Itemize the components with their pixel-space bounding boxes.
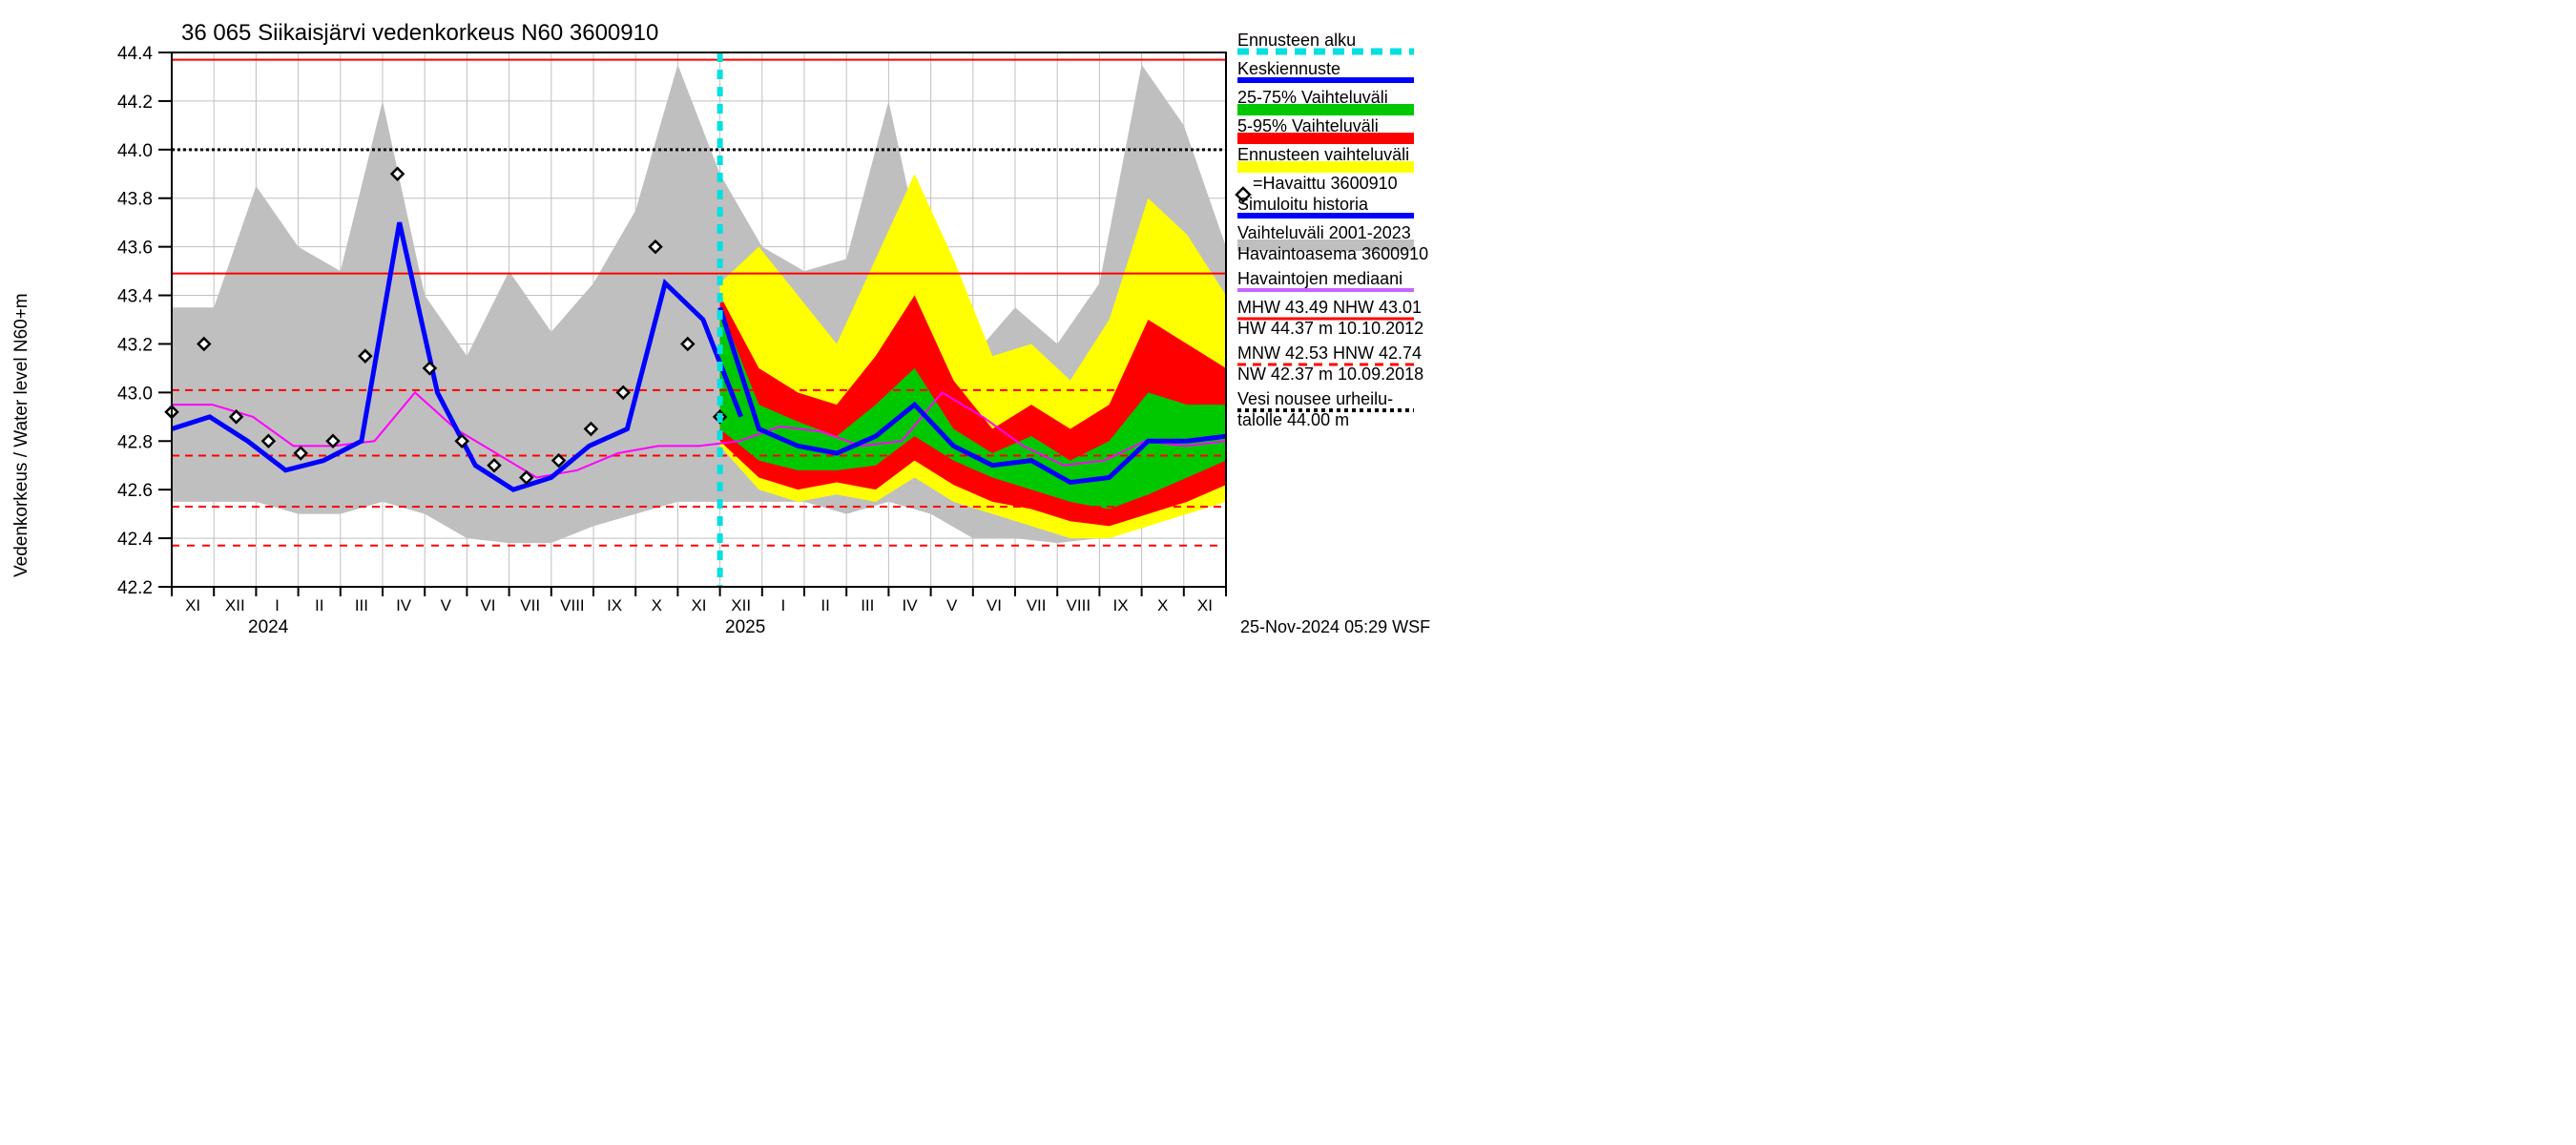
svg-text:X: X	[652, 596, 662, 614]
svg-text:XII: XII	[225, 596, 245, 614]
svg-text:XI: XI	[1197, 596, 1213, 614]
svg-text:VII: VII	[520, 596, 540, 614]
svg-text:42.6: 42.6	[117, 481, 153, 501]
svg-text:II: II	[821, 596, 829, 614]
svg-text:44.4: 44.4	[117, 44, 153, 64]
svg-text:III: III	[355, 596, 368, 614]
svg-text:talolle 44.00 m: talolle 44.00 m	[1237, 410, 1349, 429]
svg-text:MNW 42.53 HNW 42.74: MNW 42.53 HNW 42.74	[1237, 344, 1422, 363]
svg-text:I: I	[781, 596, 786, 614]
svg-text:XI: XI	[691, 596, 706, 614]
svg-text:Ennusteen alku: Ennusteen alku	[1237, 31, 1356, 50]
svg-text:NW 42.37 m 10.09.2018: NW 42.37 m 10.09.2018	[1237, 364, 1423, 384]
chart-svg: 42.2 42.4 42.6 42.8 43.0 43.2 43.4 43.6 43.8 44.0…	[0, 0, 1431, 635]
svg-text:X: X	[1157, 596, 1168, 614]
svg-text:43.0: 43.0	[117, 384, 153, 404]
svg-text:25-Nov-2024 05:29 WSFS-O: 25-Nov-2024 05:29 WSFS-O	[1240, 617, 1431, 635]
svg-text:HW 44.37 m 10.10.2012: HW 44.37 m 10.10.2012	[1237, 319, 1423, 338]
svg-text:III: III	[861, 596, 874, 614]
svg-text:Simuloitu historia: Simuloitu historia	[1237, 195, 1369, 214]
svg-text:II: II	[315, 596, 323, 614]
svg-text:43.2: 43.2	[117, 335, 153, 355]
svg-text:V: V	[441, 596, 452, 614]
svg-text:Keskiennuste: Keskiennuste	[1237, 59, 1340, 78]
svg-text:Havaintojen mediaani: Havaintojen mediaani	[1237, 269, 1402, 288]
svg-text:42.8: 42.8	[117, 432, 153, 452]
svg-text:43.8: 43.8	[117, 190, 153, 210]
svg-text:2025: 2025	[725, 617, 765, 635]
svg-text:Vesi nousee urheilu-: Vesi nousee urheilu-	[1237, 389, 1393, 408]
svg-text:V: V	[946, 596, 958, 614]
svg-text:42.2: 42.2	[117, 578, 153, 598]
svg-text:VI: VI	[480, 596, 495, 614]
svg-text:36 065 Siikaisjärvi vedenkorke: 36 065 Siikaisjärvi vedenkorkeus N60 360…	[181, 20, 658, 46]
svg-text:VIII: VIII	[560, 596, 585, 614]
chart-container: 42.2 42.4 42.6 42.8 43.0 43.2 43.4 43.6 43.8 44.0…	[0, 0, 1431, 635]
svg-text:XII: XII	[731, 596, 751, 614]
svg-text:VI: VI	[987, 596, 1002, 614]
svg-text:VIII: VIII	[1067, 596, 1091, 614]
svg-text:MHW 43.49 NHW 43.01: MHW 43.49 NHW 43.01	[1237, 298, 1422, 317]
svg-text:44.2: 44.2	[117, 93, 153, 113]
svg-text:IX: IX	[607, 596, 622, 614]
svg-text:IV: IV	[396, 596, 412, 614]
svg-text:42.4: 42.4	[117, 530, 153, 550]
svg-text:IV: IV	[902, 596, 918, 614]
svg-text:VII: VII	[1027, 596, 1047, 614]
svg-text:XI: XI	[185, 596, 200, 614]
svg-text:2024: 2024	[248, 617, 289, 635]
svg-text:44.0: 44.0	[117, 141, 153, 161]
svg-text:=Havaittu 3600910: =Havaittu 3600910	[1253, 174, 1398, 193]
svg-text:Vedenkorkeus / Water level N: Vedenkorkeus / Water level N60+m	[11, 293, 31, 577]
svg-text:I: I	[275, 596, 280, 614]
svg-text:43.4: 43.4	[117, 287, 153, 307]
svg-text:Havaintoasema 3600910: Havaintoasema 3600910	[1237, 244, 1428, 263]
svg-text:43.6: 43.6	[117, 239, 153, 259]
svg-text:IX: IX	[1112, 596, 1128, 614]
